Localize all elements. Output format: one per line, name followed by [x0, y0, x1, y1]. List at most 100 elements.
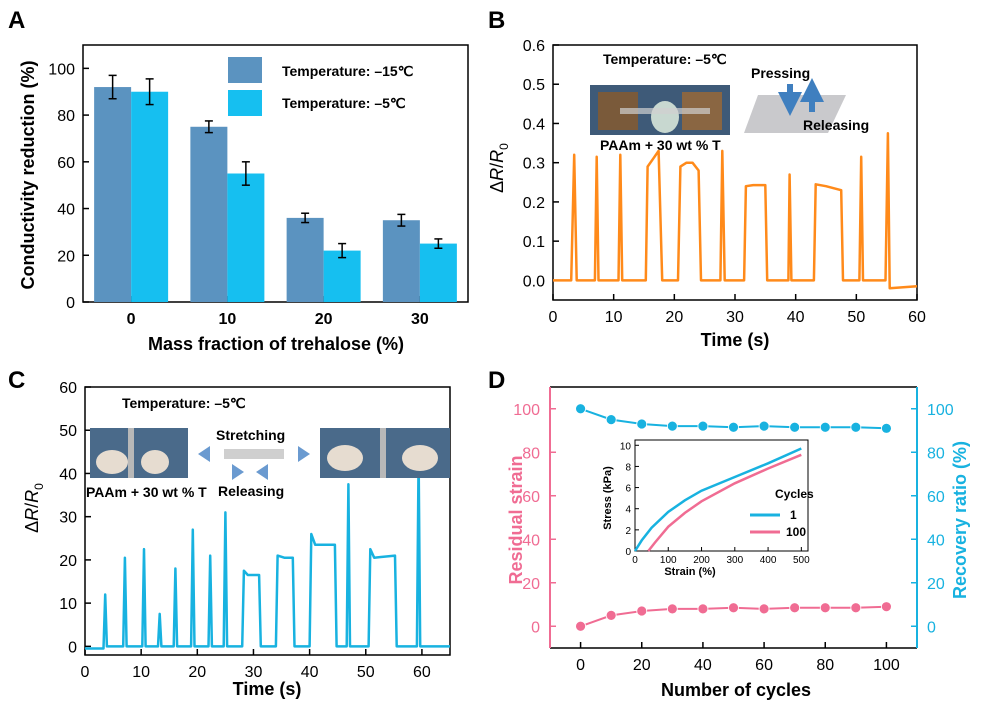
panel-d-ylabel-left: Residual strain — [506, 455, 526, 584]
panel-c-xlabel: Time (s) — [233, 679, 302, 699]
x-tick-label: 30 — [726, 309, 744, 326]
panel-b: B 0.0 0.1 0.2 0.3 0.4 0.5 0.6 0 10 20 30 40 50 60 Tim… — [487, 7, 926, 350]
y-tick-label: 0.3 — [523, 156, 545, 173]
inset-y-tick-label: 6 — [625, 484, 631, 495]
panel-c-releasing-label: Releasing — [218, 483, 284, 499]
y-tick-label: 0.5 — [523, 77, 545, 94]
inset-legend-label-100: 100 — [786, 525, 806, 539]
y-tick-label-left: 80 — [522, 445, 540, 462]
x-tick-label: 10 — [132, 664, 150, 681]
y-tick-label: 50 — [59, 423, 77, 440]
residual-strain-point — [605, 609, 617, 621]
y-tick-label: 0 — [68, 639, 77, 656]
bar — [94, 87, 132, 303]
y-tick-label: 0.1 — [523, 234, 545, 251]
x-tick-label: 40 — [694, 657, 712, 674]
panel-c-photo-left — [90, 428, 188, 478]
panel-b-inset-title: Temperature: –5℃ — [603, 51, 727, 67]
recovery-ratio-point — [697, 420, 709, 432]
y-tick-label-left: 100 — [513, 402, 540, 419]
y-tick-label: 60 — [59, 380, 77, 397]
panel-letter-b: B — [488, 7, 505, 34]
y-tick-label-left: 20 — [522, 576, 540, 593]
inset-xlabel: Strain (%) — [664, 566, 716, 578]
y-tick-label-left: 0 — [531, 619, 540, 636]
panel-b-releasing-label: Releasing — [803, 117, 869, 133]
signal-line — [553, 132, 918, 290]
y-tick-label: 40 — [59, 466, 77, 483]
y-tick-label-right: 100 — [927, 402, 954, 419]
y-tick-label-right: 80 — [927, 445, 945, 462]
panel-a-ylabel: Conductivity reduction (%) — [18, 60, 38, 289]
c-plot-axes-frame — [84, 386, 451, 656]
panel-c-inset-title: Temperature: –5℃ — [122, 395, 246, 411]
x-tick-label: 80 — [816, 657, 834, 674]
x-tick-label: 60 — [908, 309, 926, 326]
bar — [323, 250, 361, 302]
x-tick-label: 60 — [755, 657, 773, 674]
inset-x-tick-label: 0 — [632, 555, 638, 566]
inset-x-tick-label: 200 — [693, 555, 710, 566]
panel-b-photo-caption: PAAm + 30 wt % T — [600, 137, 721, 153]
x-tick-label: 60 — [413, 664, 431, 681]
bar — [190, 126, 228, 302]
x-tick-label: 20 — [188, 664, 206, 681]
x-tick-label: 20 — [633, 657, 651, 674]
panel-c: C 0 10 20 30 40 50 60 0 10 20 30 40 50 60 Time (s) ΔR… — [8, 367, 451, 699]
recovery-ratio-point — [819, 421, 831, 433]
bar — [286, 217, 324, 302]
panel-a-xlabel: Mass fraction of trehalose (%) — [148, 334, 404, 354]
residual-strain-point — [697, 603, 709, 615]
recovery-ratio-point — [881, 422, 892, 434]
arrow-right-out-icon — [298, 446, 310, 462]
inset-y-tick-label: 10 — [620, 441, 632, 452]
panel-c-photo-right — [320, 428, 450, 478]
panel-c-plot: 0 10 20 30 40 50 60 0 10 20 30 40 50 60 — [59, 380, 451, 681]
legend-swatch-series-2 — [228, 90, 262, 116]
recovery-ratio-point — [666, 420, 678, 432]
x-tick-label: 50 — [847, 309, 865, 326]
x-tick-label: 0 — [576, 657, 585, 674]
y-tick-label: 40 — [57, 202, 75, 219]
panel-b-xlabel: Time (s) — [701, 330, 770, 350]
recovery-ratio-point — [636, 418, 648, 430]
inset-legend-title: Cycles — [775, 487, 814, 501]
y-tick-label: 0.4 — [523, 116, 545, 133]
x-tick-label: 10 — [605, 309, 623, 326]
panel-c-photo-caption: PAAm + 30 wt % T — [86, 484, 207, 500]
x-tick-label: 0 — [127, 311, 136, 328]
inset-background — [597, 432, 880, 583]
residual-strain-point — [819, 602, 831, 614]
x-tick-label: 10 — [218, 311, 236, 328]
bar — [419, 243, 457, 302]
arrow-right-in-icon — [232, 464, 244, 480]
legend-label-series-2: Temperature: –5℃ — [282, 95, 406, 111]
inset-curve-100 — [647, 453, 802, 552]
arrow-left-out-icon — [198, 446, 210, 462]
y-tick-label: 80 — [57, 108, 75, 125]
residual-strain-point — [666, 603, 678, 615]
x-tick-label: 20 — [315, 311, 333, 328]
y-tick-label-left: 60 — [522, 489, 540, 506]
panel-b-pressing-label: Pressing — [751, 65, 810, 81]
panel-b-photo — [590, 85, 730, 135]
inset-ylabel: Stress (kPa) — [602, 466, 614, 530]
signal-line — [85, 454, 450, 650]
x-tick-label: 100 — [873, 657, 900, 674]
x-tick-label: 0 — [81, 664, 90, 681]
y-tick-label-left: 40 — [522, 532, 540, 549]
y-tick-label: 10 — [59, 596, 77, 613]
strip-illustration — [224, 449, 284, 459]
y-tick-label-right: 40 — [927, 532, 945, 549]
recovery-ratio-point — [758, 420, 770, 432]
inset-y-tick-label: 4 — [625, 505, 631, 516]
x-tick-label: 30 — [245, 664, 263, 681]
panel-c-stretching-label: Stretching — [216, 427, 285, 443]
recovery-ratio-point — [575, 403, 586, 415]
y-tick-label-right: 60 — [927, 489, 945, 506]
panel-a: A 0 20 40 60 80 100 0 10 20 30 Mass fraction of t… — [8, 7, 469, 354]
x-tick-label: 40 — [787, 309, 805, 326]
